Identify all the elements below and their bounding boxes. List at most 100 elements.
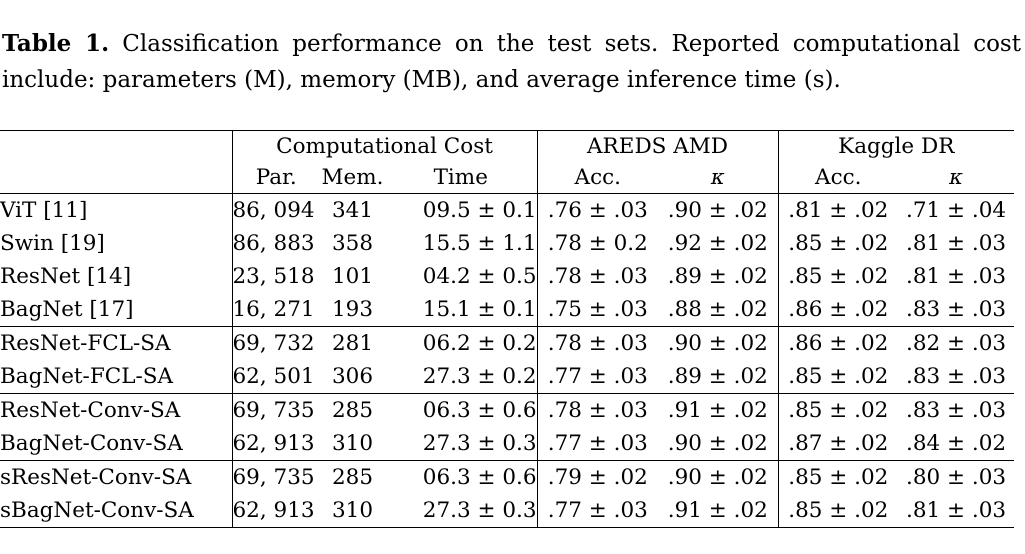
cell-areds-kappa: .88 ± .02 — [658, 293, 779, 327]
cell-par: 62, 913 — [232, 498, 315, 523]
subheader-empty-cell — [0, 161, 233, 194]
table-row: ResNet-Conv-SA 69, 735 285 06.3 ± 0.6 .7… — [0, 393, 1015, 427]
cell-mem: 285 — [320, 460, 385, 494]
cell-areds-acc: .75 ± .03 — [547, 297, 648, 322]
header-sub-row: Par. Mem. Time Acc. κ Acc. κ — [0, 161, 1014, 194]
table-row: ResNet [14] 23, 518 101 04.2 ± 0.5 .78 ±… — [0, 260, 1014, 293]
cell-kaggle-acc: .86 ± .02 — [788, 297, 889, 322]
cell-kaggle-acc: .85 ± .02 — [778, 393, 899, 427]
subheader-kaggle-kappa: κ — [949, 165, 963, 189]
cell-model: Swin [19] — [0, 227, 233, 260]
cell-par: 69, 735 — [232, 393, 320, 427]
table-row: BagNet-Conv-SA 62, 913 310 27.3 ± 0.3 .7… — [0, 427, 1014, 461]
cell-areds-acc: .77 ± .03 — [547, 364, 648, 389]
cell-kaggle-kappa: .80 ± .03 — [898, 460, 1015, 494]
cell-par: 62, 913 — [232, 431, 315, 456]
table-row: ResNet-FCL-SA 69, 732 281 06.2 ± 0.2 .78… — [0, 326, 1015, 360]
cell-model: sBagNet-Conv-SA — [0, 494, 233, 528]
cell-par: 86, 883 — [232, 231, 315, 256]
cell-areds-acc: .78 ± .03 — [537, 393, 659, 427]
header-group-computational-cost: Computational Cost — [232, 130, 538, 161]
cell-model: BagNet [17] — [0, 293, 233, 327]
cell-mem: 193 — [331, 297, 374, 322]
cell-mem: 306 — [331, 364, 374, 389]
header-group-row: Computational Cost AREDS AMD Kaggle DR — [0, 130, 1015, 161]
cell-areds-kappa: .91 ± .02 — [658, 494, 779, 528]
cell-par: 23, 518 — [232, 264, 315, 289]
cell-mem: 358 — [331, 231, 374, 256]
cell-model: ResNet [14] — [0, 260, 233, 293]
cell-time: 06.3 ± 0.6 — [385, 460, 538, 494]
cell-time: 09.5 ± 0.1 — [385, 193, 538, 227]
cell-kaggle-acc: .85 ± .02 — [788, 264, 889, 289]
results-table: Computational Cost AREDS AMD Kaggle DR P… — [0, 130, 1015, 528]
cell-kaggle-acc: .85 ± .02 — [788, 498, 889, 523]
cell-time: 27.3 ± 0.3 — [385, 427, 538, 461]
cell-areds-kappa: .90 ± .02 — [658, 427, 779, 461]
cell-model: ResNet-FCL-SA — [0, 326, 233, 360]
cell-areds-acc: .77 ± .03 — [547, 498, 648, 523]
header-empty-cell — [0, 130, 233, 161]
cell-areds-kappa: .90 ± .02 — [658, 326, 779, 360]
table-body: ViT [11] 86, 094 341 09.5 ± 0.1 .76 ± .0… — [0, 193, 1015, 528]
subheader-areds-acc: Acc. — [574, 164, 621, 190]
cell-mem: 285 — [320, 393, 385, 427]
table-row: ViT [11] 86, 094 341 09.5 ± 0.1 .76 ± .0… — [0, 193, 1014, 227]
cell-model: ResNet-Conv-SA — [0, 393, 233, 427]
cell-areds-kappa: .90 ± .02 — [658, 193, 779, 227]
cell-areds-kappa: .90 ± .02 — [658, 460, 779, 494]
cell-model: sResNet-Conv-SA — [0, 460, 233, 494]
cell-kaggle-kappa: .83 ± .03 — [905, 364, 1007, 389]
cell-areds-acc: .79 ± .02 — [537, 460, 659, 494]
cell-time: 06.2 ± 0.2 — [385, 326, 538, 360]
cell-mem: 281 — [320, 326, 385, 360]
cell-mem: 310 — [331, 431, 374, 456]
cell-areds-kappa: .89 ± .02 — [658, 260, 779, 293]
caption-table-label: Table 1. — [2, 30, 110, 57]
cell-mem: 101 — [331, 264, 374, 289]
cell-kaggle-acc: .86 ± .02 — [778, 326, 899, 360]
cell-mem: 310 — [331, 498, 374, 523]
cell-model: BagNet-FCL-SA — [0, 360, 233, 394]
cell-par: 62, 501 — [232, 364, 315, 389]
cell-areds-acc: .76 ± .03 — [547, 198, 648, 223]
table-row: sBagNet-Conv-SA 62, 913 310 27.3 ± 0.3 .… — [0, 494, 1014, 528]
cell-kaggle-acc: .85 ± .02 — [788, 364, 889, 389]
subheader-areds-kappa: κ — [658, 161, 779, 194]
cell-time: 06.3 ± 0.6 — [385, 393, 538, 427]
cell-kaggle-acc: .85 ± .02 — [778, 460, 899, 494]
subheader-time: Time — [385, 161, 538, 194]
cell-time: 27.3 ± 0.2 — [385, 360, 538, 394]
cell-time: 04.2 ± 0.5 — [385, 260, 538, 293]
caption-line-2: include: parameters (M), memory (MB), an… — [2, 67, 841, 93]
cell-kaggle-kappa: .81 ± .03 — [905, 231, 1007, 256]
cell-kaggle-kappa: .81 ± .03 — [905, 498, 1007, 523]
cell-areds-acc: .78 ± 0.2 — [547, 231, 648, 256]
cell-areds-kappa: .92 ± .02 — [658, 227, 779, 260]
table-row: Swin [19] 86, 883 358 15.5 ± 1.1 .78 ± 0… — [0, 227, 1014, 260]
cell-mem: 341 — [331, 198, 374, 223]
cell-kaggle-kappa: .82 ± .03 — [898, 326, 1015, 360]
header-group-kaggle-dr: Kaggle DR — [778, 130, 1015, 161]
cell-kaggle-kappa: .83 ± .03 — [898, 393, 1015, 427]
cell-time: 15.1 ± 0.1 — [385, 293, 538, 327]
cell-areds-acc: .77 ± .03 — [547, 431, 648, 456]
table-row: BagNet-FCL-SA 62, 501 306 27.3 ± 0.2 .77… — [0, 360, 1014, 394]
cell-model: BagNet-Conv-SA — [0, 427, 233, 461]
caption-line-1-text: Classification performance on the test s… — [109, 31, 1021, 57]
cell-areds-acc: .78 ± .03 — [547, 264, 648, 289]
cell-kaggle-kappa: .81 ± .03 — [905, 264, 1007, 289]
table-caption: Table 1. Classification performance on t… — [0, 0, 1025, 98]
table-header: Computational Cost AREDS AMD Kaggle DR P… — [0, 130, 1015, 194]
cell-kaggle-kappa: .83 ± .03 — [905, 297, 1007, 322]
cell-time: 15.5 ± 1.1 — [385, 227, 538, 260]
subheader-kaggle-acc: Acc. — [815, 164, 862, 190]
cell-areds-kappa: .91 ± .02 — [658, 393, 779, 427]
cell-kaggle-acc: .85 ± .02 — [788, 231, 889, 256]
table-row: BagNet [17] 16, 271 193 15.1 ± 0.1 .75 ±… — [0, 293, 1014, 327]
cell-par: 16, 271 — [232, 297, 315, 322]
cell-areds-acc: .78 ± .03 — [537, 326, 659, 360]
subheader-mem: Mem. — [321, 164, 384, 190]
header-group-areds-amd: AREDS AMD — [537, 130, 779, 161]
